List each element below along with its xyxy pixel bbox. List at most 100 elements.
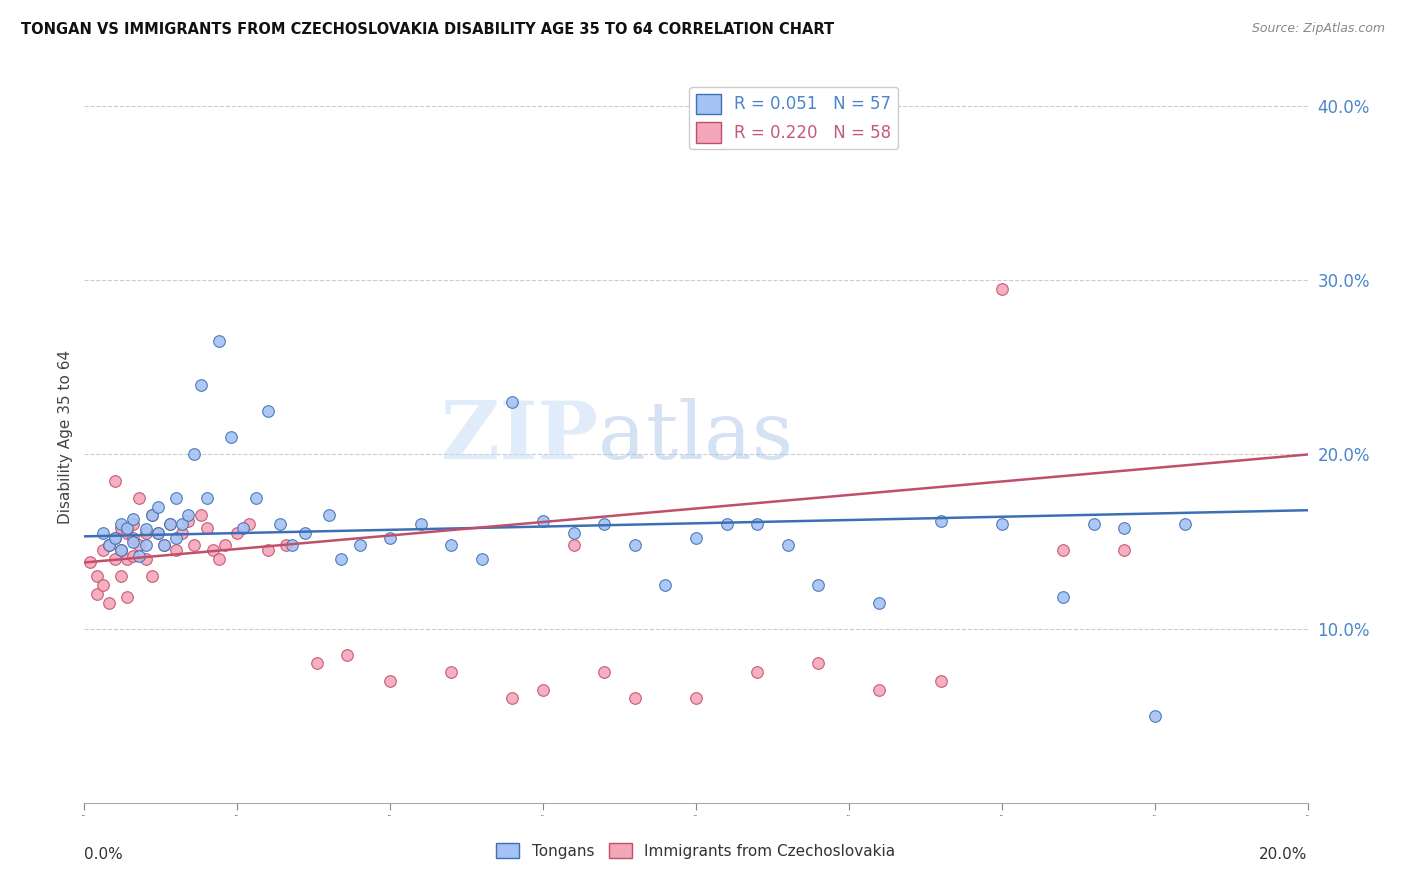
Point [776, 538, 799, 552]
Point [276, 538, 298, 552]
Point [1052, 591, 1074, 605]
Point [1174, 517, 1197, 532]
Point [141, 508, 163, 523]
Text: Source: ZipAtlas.com: Source: ZipAtlas.com [1251, 22, 1385, 36]
Point [122, 512, 145, 526]
Point [110, 543, 132, 558]
Point [177, 514, 200, 528]
Point [86, 569, 108, 583]
Point [257, 543, 280, 558]
Point [183, 448, 205, 462]
Point [807, 657, 830, 671]
Point [104, 552, 127, 566]
Point [1114, 521, 1136, 535]
Point [624, 691, 647, 706]
Text: 20.0%: 20.0% [1260, 847, 1308, 862]
Point [104, 474, 127, 488]
Point [165, 491, 187, 505]
Point [104, 531, 127, 545]
Point [219, 430, 242, 444]
Point [190, 508, 212, 523]
Point [226, 525, 249, 540]
Point [593, 517, 616, 532]
Point [115, 552, 138, 566]
Point [183, 538, 205, 552]
Point [122, 517, 145, 532]
Point [208, 334, 231, 349]
Point [110, 517, 132, 532]
Point [685, 691, 707, 706]
Point [122, 531, 145, 545]
Point [91, 578, 114, 592]
Point [531, 682, 554, 697]
Point [562, 525, 585, 540]
Point [190, 377, 212, 392]
Point [238, 517, 260, 532]
Point [624, 538, 647, 552]
Point [146, 525, 169, 540]
Point [336, 648, 359, 662]
Point [128, 491, 150, 505]
Point [128, 549, 150, 563]
Text: TONGAN VS IMMIGRANTS FROM CZECHOSLOVAKIA DISABILITY AGE 35 TO 64 CORRELATION CHA: TONGAN VS IMMIGRANTS FROM CZECHOSLOVAKIA… [21, 22, 834, 37]
Point [91, 525, 114, 540]
Point [86, 587, 108, 601]
Point [991, 517, 1014, 532]
Point [79, 556, 101, 570]
Point [1114, 543, 1136, 558]
Text: atlas: atlas [598, 398, 793, 476]
Text: 0.0%: 0.0% [84, 847, 124, 862]
Point [208, 552, 231, 566]
Point [135, 538, 157, 552]
Point [122, 549, 145, 563]
Point [110, 543, 132, 558]
Point [1143, 708, 1166, 723]
Point [104, 531, 127, 545]
Point [97, 538, 120, 552]
Point [146, 500, 169, 514]
Point [869, 682, 891, 697]
Point [281, 538, 304, 552]
Point [159, 517, 181, 532]
Point [440, 538, 463, 552]
Point [1052, 543, 1074, 558]
Point [349, 538, 371, 552]
Point [146, 525, 169, 540]
Point [97, 595, 120, 609]
Point [201, 543, 224, 558]
Point [195, 521, 218, 535]
Point [115, 591, 138, 605]
Point [471, 552, 494, 566]
Legend: Tongans, Immigrants from Czechoslovakia: Tongans, Immigrants from Czechoslovakia [491, 837, 901, 864]
Point [440, 665, 463, 680]
Point [141, 508, 163, 523]
Point [929, 673, 952, 688]
Point [593, 665, 616, 680]
Point [409, 517, 432, 532]
Point [380, 531, 402, 545]
Point [165, 543, 187, 558]
Point [110, 521, 132, 535]
Point [807, 578, 830, 592]
Point [991, 282, 1014, 296]
Point [97, 538, 120, 552]
Point [115, 521, 138, 535]
Point [110, 569, 132, 583]
Point [232, 521, 254, 535]
Point [716, 517, 738, 532]
Text: ZIP: ZIP [441, 398, 598, 476]
Point [165, 531, 187, 545]
Point [869, 595, 891, 609]
Point [502, 395, 524, 409]
Point [128, 538, 150, 552]
Point [159, 517, 181, 532]
Point [122, 534, 145, 549]
Point [135, 522, 157, 536]
Point [330, 552, 353, 566]
Y-axis label: Disability Age 35 to 64: Disability Age 35 to 64 [58, 350, 73, 524]
Point [172, 517, 194, 532]
Point [747, 517, 769, 532]
Point [269, 517, 291, 532]
Point [380, 673, 402, 688]
Point [562, 538, 585, 552]
